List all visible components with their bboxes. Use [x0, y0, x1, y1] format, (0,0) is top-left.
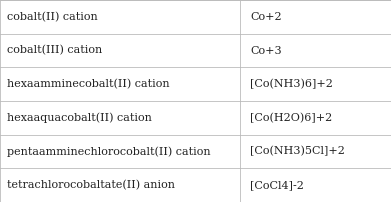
Text: tetrachlorocobaltate(II) anion: tetrachlorocobaltate(II) anion [7, 180, 175, 190]
Text: cobalt(II) cation: cobalt(II) cation [7, 12, 98, 22]
Text: [CoCl4]-2: [CoCl4]-2 [250, 180, 304, 190]
Text: hexaaquacobalt(II) cation: hexaaquacobalt(II) cation [7, 113, 152, 123]
Text: pentaamminechlorocobalt(II) cation: pentaamminechlorocobalt(II) cation [7, 146, 211, 157]
Text: [Co(H2O)6]+2: [Co(H2O)6]+2 [250, 113, 332, 123]
Text: cobalt(III) cation: cobalt(III) cation [7, 45, 102, 56]
Text: [Co(NH3)5Cl]+2: [Co(NH3)5Cl]+2 [250, 146, 345, 157]
Text: Co+3: Co+3 [250, 45, 282, 56]
Text: [Co(NH3)6]+2: [Co(NH3)6]+2 [250, 79, 333, 89]
Text: Co+2: Co+2 [250, 12, 282, 22]
Text: hexaamminecobalt(II) cation: hexaamminecobalt(II) cation [7, 79, 170, 89]
